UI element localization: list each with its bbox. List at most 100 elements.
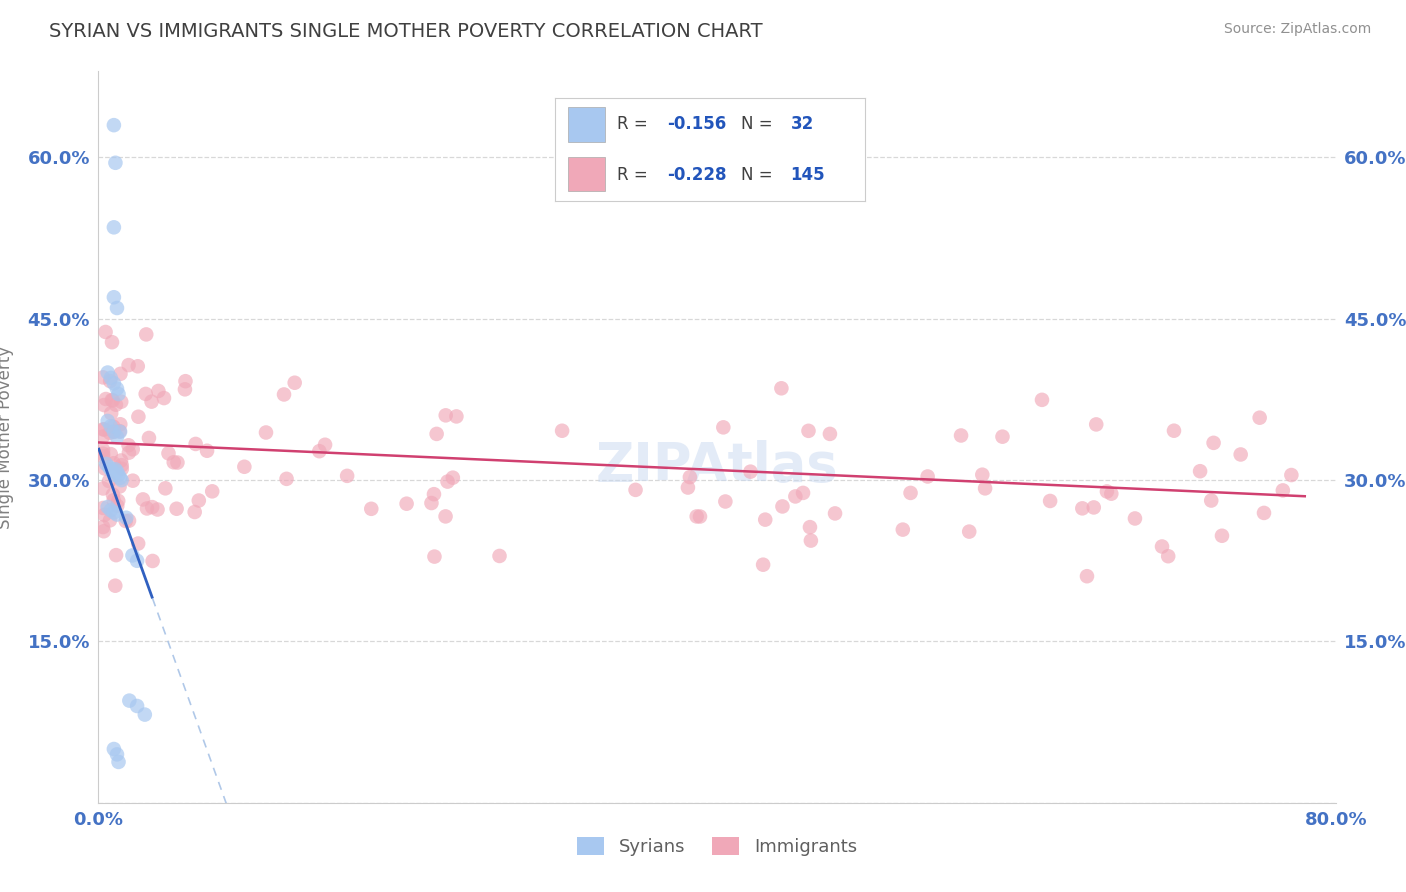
Point: [105, 747, 128, 762]
Point: [740, 465, 762, 479]
Point: [98, 374, 121, 388]
Point: [1199, 493, 1222, 508]
Text: ZIPAtlas: ZIPAtlas: [596, 441, 838, 492]
Point: [314, 438, 336, 452]
Point: [93, 422, 115, 436]
Point: [1150, 540, 1173, 554]
Point: [754, 513, 776, 527]
Point: [132, 492, 155, 507]
Point: [91, 370, 114, 384]
Point: [679, 470, 702, 484]
Point: [420, 496, 443, 510]
Point: [360, 501, 382, 516]
Point: [141, 394, 163, 409]
Point: [233, 459, 256, 474]
Legend: Syrians, Immigrants: Syrians, Immigrants: [569, 830, 865, 863]
Point: [174, 382, 197, 396]
Point: [100, 406, 122, 420]
Point: [142, 554, 165, 568]
Point: [101, 488, 124, 502]
Point: [98, 460, 121, 475]
Point: [91, 442, 114, 457]
Point: [141, 500, 163, 515]
Point: [111, 462, 134, 476]
Point: [100, 371, 122, 385]
Point: [488, 549, 510, 563]
Point: [1279, 468, 1302, 483]
Point: [100, 462, 122, 476]
Point: [1085, 417, 1108, 432]
Point: [105, 548, 128, 562]
Point: [103, 493, 125, 508]
Point: [93, 508, 115, 522]
Point: [991, 430, 1014, 444]
Point: [110, 394, 132, 409]
Point: [711, 420, 734, 434]
Point: [1202, 435, 1225, 450]
Point: [624, 483, 647, 497]
Point: [127, 698, 149, 713]
Point: [174, 374, 197, 388]
Point: [105, 508, 128, 522]
Point: [127, 409, 149, 424]
Point: [1229, 448, 1251, 462]
Point: [101, 465, 124, 479]
Point: [276, 472, 298, 486]
Text: R =: R =: [617, 166, 654, 184]
Point: [426, 426, 449, 441]
Text: 145: 145: [790, 166, 825, 184]
Point: [101, 393, 124, 408]
Point: [98, 474, 121, 488]
Point: [824, 507, 846, 521]
Point: [1071, 501, 1094, 516]
Point: [127, 536, 149, 550]
Point: [155, 481, 177, 495]
Point: [91, 422, 114, 436]
Text: -0.228: -0.228: [666, 166, 727, 184]
Point: [284, 376, 307, 390]
Point: [436, 475, 458, 489]
Point: [117, 358, 139, 372]
Point: [121, 549, 143, 563]
Point: [1253, 506, 1275, 520]
Point: [917, 469, 939, 483]
Point: [94, 392, 117, 406]
Point: [103, 220, 125, 235]
Point: [104, 462, 127, 476]
Text: N =: N =: [741, 166, 778, 184]
Y-axis label: Single Mother Poverty: Single Mother Poverty: [0, 345, 14, 529]
Point: [111, 473, 132, 487]
Point: [96, 457, 118, 471]
Point: [100, 419, 122, 434]
Point: [818, 426, 841, 441]
Point: [891, 523, 914, 537]
Point: [103, 419, 125, 434]
Point: [104, 579, 127, 593]
Point: [138, 431, 160, 445]
Point: [957, 524, 980, 539]
Point: [110, 367, 132, 381]
Point: [103, 425, 125, 439]
Point: [135, 387, 157, 401]
Point: [105, 499, 128, 513]
Point: [103, 505, 125, 519]
Point: [107, 467, 129, 482]
Point: [118, 514, 141, 528]
Point: [103, 118, 125, 132]
Point: [201, 484, 224, 499]
Point: [118, 445, 141, 459]
Text: -0.156: -0.156: [666, 115, 725, 133]
Point: [91, 482, 114, 496]
Point: [105, 430, 128, 444]
Point: [972, 467, 994, 482]
Point: [676, 481, 699, 495]
Point: [1157, 549, 1180, 564]
Point: [1039, 494, 1062, 508]
Point: [110, 453, 132, 467]
Text: 32: 32: [790, 115, 814, 133]
Point: [101, 335, 124, 350]
Point: [91, 500, 114, 515]
Point: [105, 465, 128, 479]
Point: [1076, 569, 1098, 583]
Point: [800, 533, 823, 548]
